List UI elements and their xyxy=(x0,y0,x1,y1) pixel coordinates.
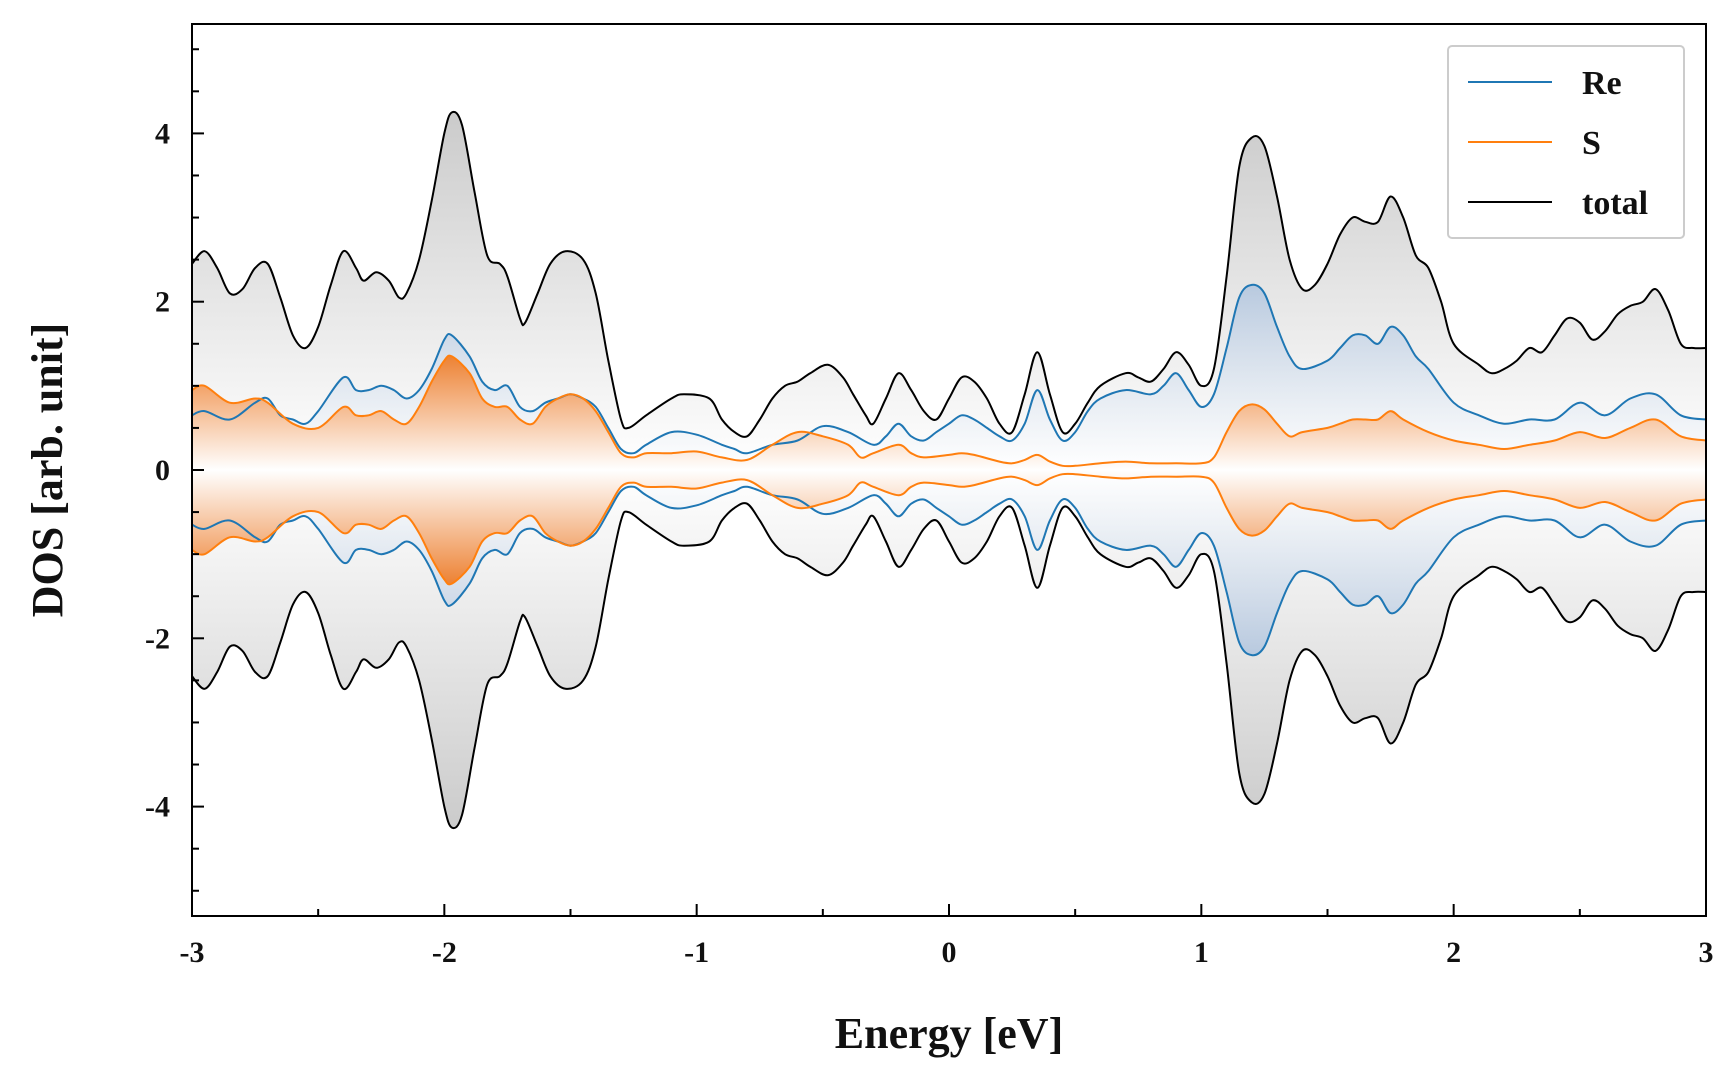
y-tick-label: -4 xyxy=(145,791,170,824)
x-tick-label: -2 xyxy=(432,936,457,969)
series-line-total-lower xyxy=(192,502,1706,830)
x-tick-label: 3 xyxy=(1699,936,1714,969)
band-fill-s xyxy=(192,355,1706,585)
legend-label-re: Re xyxy=(1582,65,1622,102)
series-line-re-lower xyxy=(192,485,1706,657)
series-line-s-lower xyxy=(192,472,1706,586)
y-tick-label: 2 xyxy=(155,286,170,319)
tick-labels: -3 -2 -1 0 1 2 3 -4 -2 0 2 4 xyxy=(145,117,1714,969)
x-tick-label: 1 xyxy=(1194,936,1209,969)
y-axis-label: DOS [arb. unit] xyxy=(23,323,72,618)
series-line-re-upper xyxy=(192,283,1706,455)
y-tick-label: 4 xyxy=(155,117,170,150)
series-line-total-upper xyxy=(192,110,1706,438)
y-tick-label: 0 xyxy=(155,454,170,487)
plot-area xyxy=(192,110,1706,830)
x-tick-label: 2 xyxy=(1446,936,1461,969)
axis-ticks xyxy=(191,48,1707,916)
x-axis-label: Energy [eV] xyxy=(835,1009,1064,1058)
x-tick-label: 0 xyxy=(942,936,957,969)
legend-label-s: S xyxy=(1582,125,1601,162)
series-line-s-upper xyxy=(192,354,1706,468)
y-tick-label: -2 xyxy=(145,622,170,655)
x-tick-label: -1 xyxy=(684,936,709,969)
x-tick-label: -3 xyxy=(180,936,205,969)
legend-label-total: total xyxy=(1582,185,1648,222)
legend-box xyxy=(1447,45,1685,239)
